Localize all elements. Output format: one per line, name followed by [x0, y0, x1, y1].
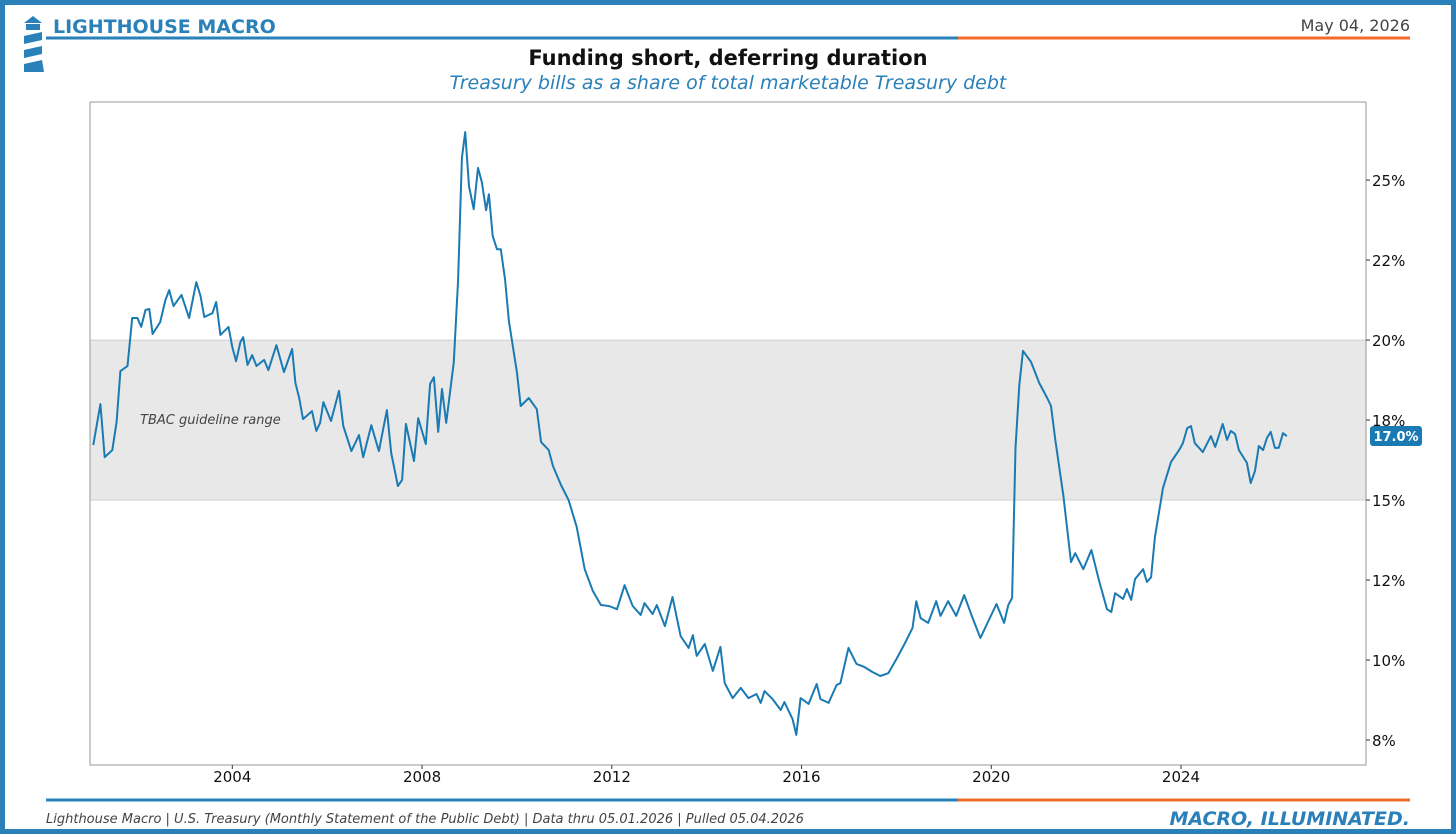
end-label: 17.0% — [1373, 430, 1418, 445]
y-tick-label: 25% — [1372, 172, 1405, 190]
data-line — [92, 131, 1288, 736]
x-tick-label: 2020 — [972, 768, 1010, 786]
band-label: TBAC guideline range — [140, 413, 281, 428]
guideline-band — [90, 340, 1366, 501]
x-tick-label: 2024 — [1162, 768, 1200, 786]
x-tick-label: 2004 — [213, 768, 251, 786]
y-tick-label: 8% — [1372, 732, 1396, 750]
plot: TBAC guideline range 8% 10% 12% 15% 18% 20% 22%… — [89, 101, 1422, 786]
chart-subtitle: Treasury bills as a share of total marke… — [450, 72, 1008, 94]
brand: LIGHTHOUSE MACRO — [53, 16, 276, 38]
logo — [24, 16, 44, 72]
x-tick-label: 2016 — [782, 768, 820, 786]
y-tick-label: 20% — [1372, 332, 1405, 350]
plot-frame — [89, 101, 1367, 766]
x-tick-label: 2008 — [403, 768, 441, 786]
source: Lighthouse Macro | U.S. Treasury (Monthl… — [46, 812, 804, 827]
y-tick-label: 18% — [1372, 412, 1405, 430]
y-tick-label: 10% — [1372, 652, 1405, 670]
x-tick-label: 2012 — [593, 768, 631, 786]
tagline: MACRO, ILLUMINATED. — [1169, 808, 1410, 830]
chart-title: Funding short, deferring duration — [528, 46, 927, 70]
y-tick-label: 12% — [1372, 572, 1405, 590]
date: May 04, 2026 — [1301, 16, 1410, 35]
y-tick-label: 22% — [1372, 252, 1405, 270]
end-label-box — [1370, 426, 1422, 447]
y-tick-label: 15% — [1372, 492, 1405, 510]
